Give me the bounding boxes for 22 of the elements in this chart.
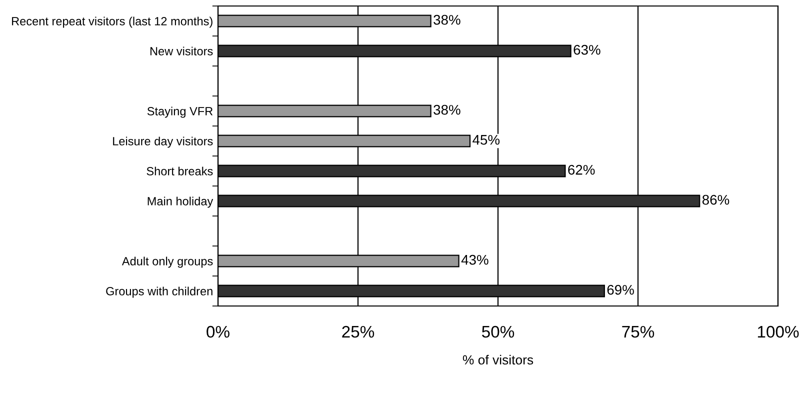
y-tick-label: Groups with children [106,286,212,298]
x-tick-label: 75% [622,326,654,338]
x-tick-label: 50% [482,326,514,338]
data-label: 45% [472,134,500,145]
y-tick-label: Short breaks [146,166,213,176]
data-label: 86% [702,194,730,205]
y-tick-label: New visitors [150,46,213,56]
y-tick-label: Adult only groups [122,256,213,268]
data-label: 43% [461,254,488,265]
data-label: 38% [434,104,460,115]
x-axis-title: % of visitors [462,354,534,365]
y-tick-label: Leisure day visitors [113,136,213,148]
data-label: 38% [434,14,460,25]
y-tick-label: Main holiday [148,196,214,208]
x-tick-label: 100% [758,326,799,338]
x-tick-label: 25% [342,326,374,338]
y-tick-label: Recent repeat visitors (last 12 months) [12,16,212,28]
y-tick-label: Staying VFR [147,106,213,118]
data-label: 63% [574,44,600,55]
data-label: 69% [607,284,634,295]
data-label: 62% [568,164,595,175]
x-tick-label: 0% [206,326,230,338]
